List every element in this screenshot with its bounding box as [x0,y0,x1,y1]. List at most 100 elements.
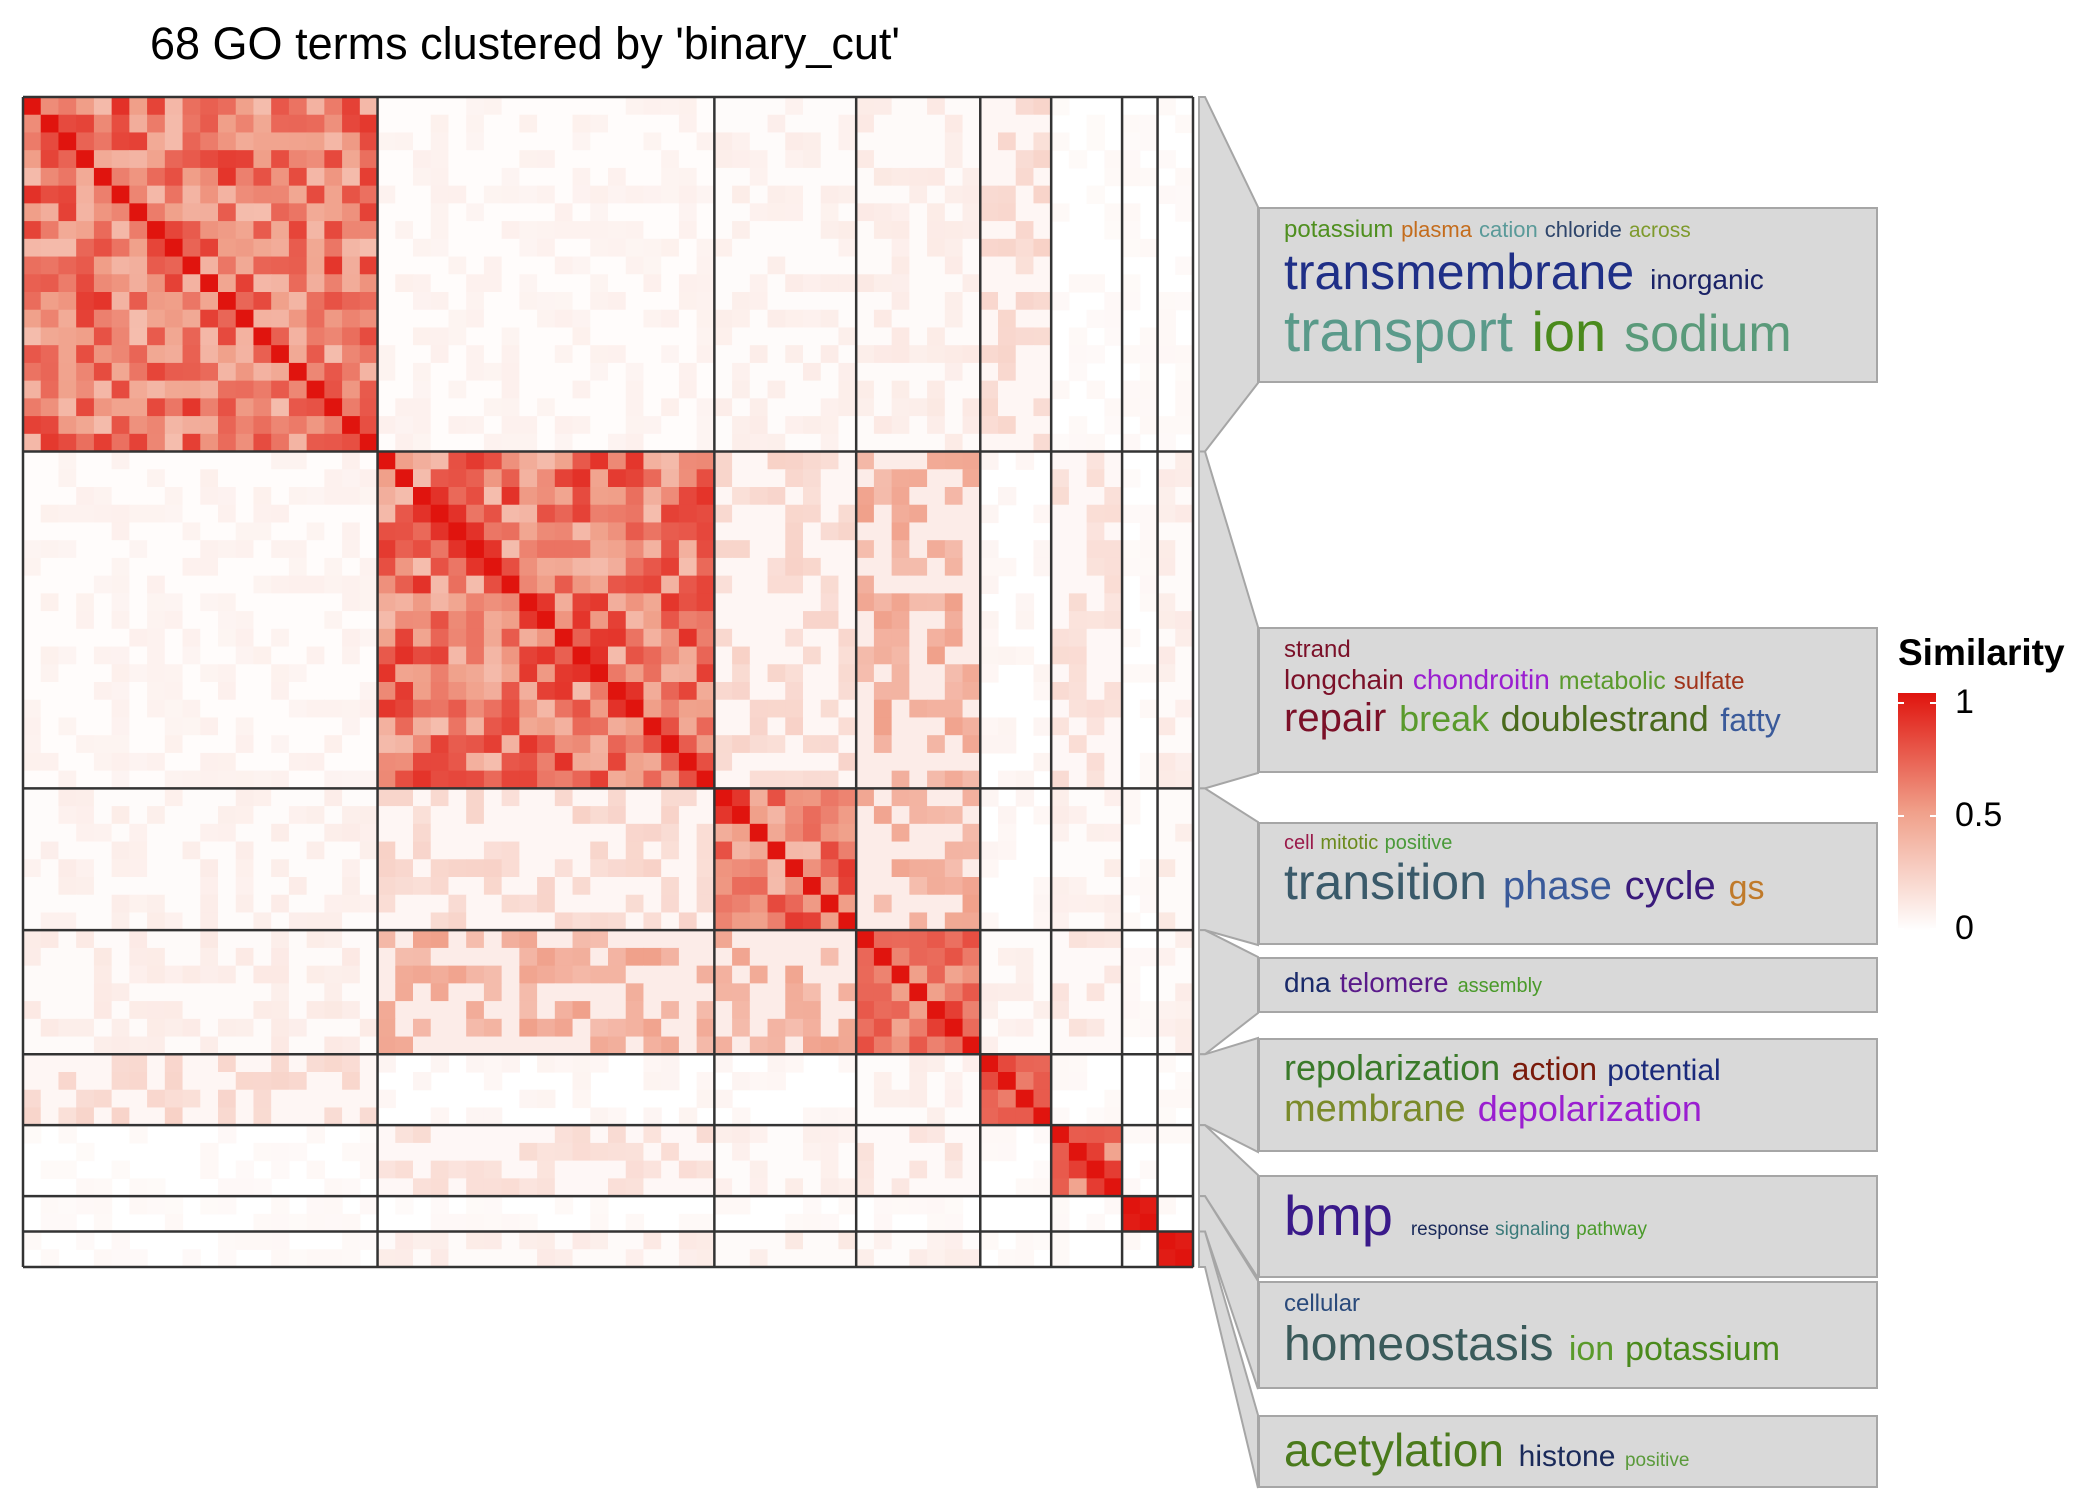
heatmap-cell [1086,1142,1105,1162]
heatmap-cell [696,628,715,648]
heatmap-cell [519,557,538,577]
heatmap-cell [554,859,574,878]
heatmap-cell [395,132,414,151]
heatmap-cell [235,416,255,435]
heatmap-cell [235,504,255,524]
heatmap-cell [147,150,166,169]
heatmap-cell [909,593,928,612]
heatmap-cell [1122,947,1141,967]
heatmap-cell [537,823,556,843]
heatmap-cell [218,557,237,577]
heatmap-cell [430,557,450,577]
heatmap-cell [1051,487,1070,506]
heatmap-cell [767,132,786,151]
heatmap-cell [377,894,396,914]
heatmap-cell [342,469,361,488]
heatmap-cell [572,150,591,169]
heatmap-cell [696,1018,715,1038]
heatmap-cell [483,611,503,630]
heatmap-cell [76,877,95,896]
heatmap-cell [377,1249,396,1268]
heatmap-cell [678,1001,698,1020]
heatmap-cell [200,664,219,683]
heatmap-cell [23,611,42,630]
legend-tick-0.5: 0.5 [1955,796,2003,834]
heatmap-cell [359,416,379,435]
heatmap-cell [359,150,379,169]
heatmap-cell [590,487,609,506]
heatmap-cell [253,788,272,807]
heatmap-cell [324,487,343,506]
heatmap-cell [1122,540,1141,559]
heatmap-cell [785,611,804,630]
heatmap-cell [803,416,822,435]
heatmap-cell [377,380,396,399]
heatmap-cell [590,522,609,541]
heatmap-cell [58,806,77,825]
heatmap-cell [891,327,910,346]
heatmap-cell [767,1249,786,1268]
heatmap-cell [537,1178,556,1197]
heatmap-cell [1157,646,1176,665]
heatmap-cell [519,593,538,612]
word-cloud-word: sodium [1624,304,1792,363]
heatmap-cell [483,327,503,346]
heatmap-cell [838,292,857,311]
heatmap-cell [873,362,893,382]
heatmap-cell [182,752,201,772]
heatmap-cell [1122,150,1141,169]
heatmap-cell [147,1001,166,1020]
heatmap-cell [820,292,840,311]
heatmap-cell [944,433,964,453]
heatmap-cell [927,947,946,967]
heatmap-cell [395,646,414,665]
heatmap-cell [891,1001,910,1020]
heatmap-cell [377,221,396,240]
heatmap-cell [182,1072,201,1091]
heatmap-cell [820,150,840,169]
heatmap-cell [448,611,467,630]
heatmap-cell [767,877,786,896]
heatmap-cell [1086,1178,1105,1197]
heatmap-cell [625,256,645,275]
word-cloud-word: ion [1568,1329,1615,1368]
heatmap-cell [359,203,379,222]
heatmap-cell [235,823,255,843]
heatmap-cell [944,788,964,807]
heatmap-cell [838,806,857,825]
heatmap-cell [678,433,698,453]
heatmap-cell [253,114,272,134]
heatmap-cell [23,345,42,364]
heatmap-cell [40,540,60,559]
heatmap-cell [1086,628,1105,648]
heatmap-cell [1015,292,1035,311]
heatmap-cell [519,806,538,825]
heatmap-cell [129,930,148,949]
heatmap-cell [430,132,450,151]
heatmap-cell [147,1196,166,1215]
heatmap-cell [1033,185,1052,204]
heatmap-cell [93,841,113,860]
heatmap-cell [377,1036,396,1055]
heatmap-cell [962,699,981,719]
word-cloud-3: cell mitotic positive transition phase cycle g… [1258,822,1878,945]
heatmap-cell [342,292,361,311]
heatmap-cell [873,1142,893,1162]
heatmap-cell [466,947,485,967]
heatmap-cell [537,256,556,275]
heatmap-cell [732,930,751,949]
heatmap-cell [820,947,840,967]
heatmap-cell [1175,292,1194,311]
heatmap-cell [625,1142,645,1162]
heatmap-cell [608,309,627,329]
heatmap-cell [767,487,786,506]
heatmap-cell [129,983,148,1002]
heatmap-cell [785,717,804,736]
heatmap-cell [271,487,290,506]
heatmap-cell [430,309,450,329]
heatmap-cell [1104,965,1123,984]
heatmap-cell [661,611,680,630]
heatmap-cell [111,664,130,683]
heatmap-cell [678,646,698,665]
heatmap-cell [359,504,379,524]
